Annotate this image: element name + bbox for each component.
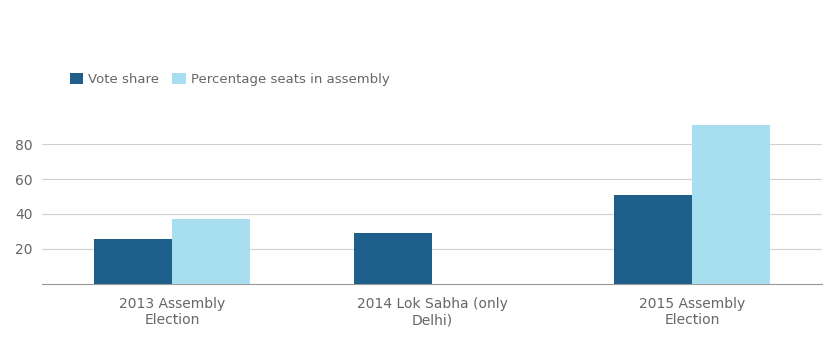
Bar <box>172 219 250 284</box>
Bar <box>614 195 691 284</box>
Legend: Vote share, Percentage seats in assembly: Vote share, Percentage seats in assembly <box>64 67 395 91</box>
Bar <box>691 125 769 284</box>
Bar <box>94 239 172 284</box>
Bar <box>354 233 431 284</box>
